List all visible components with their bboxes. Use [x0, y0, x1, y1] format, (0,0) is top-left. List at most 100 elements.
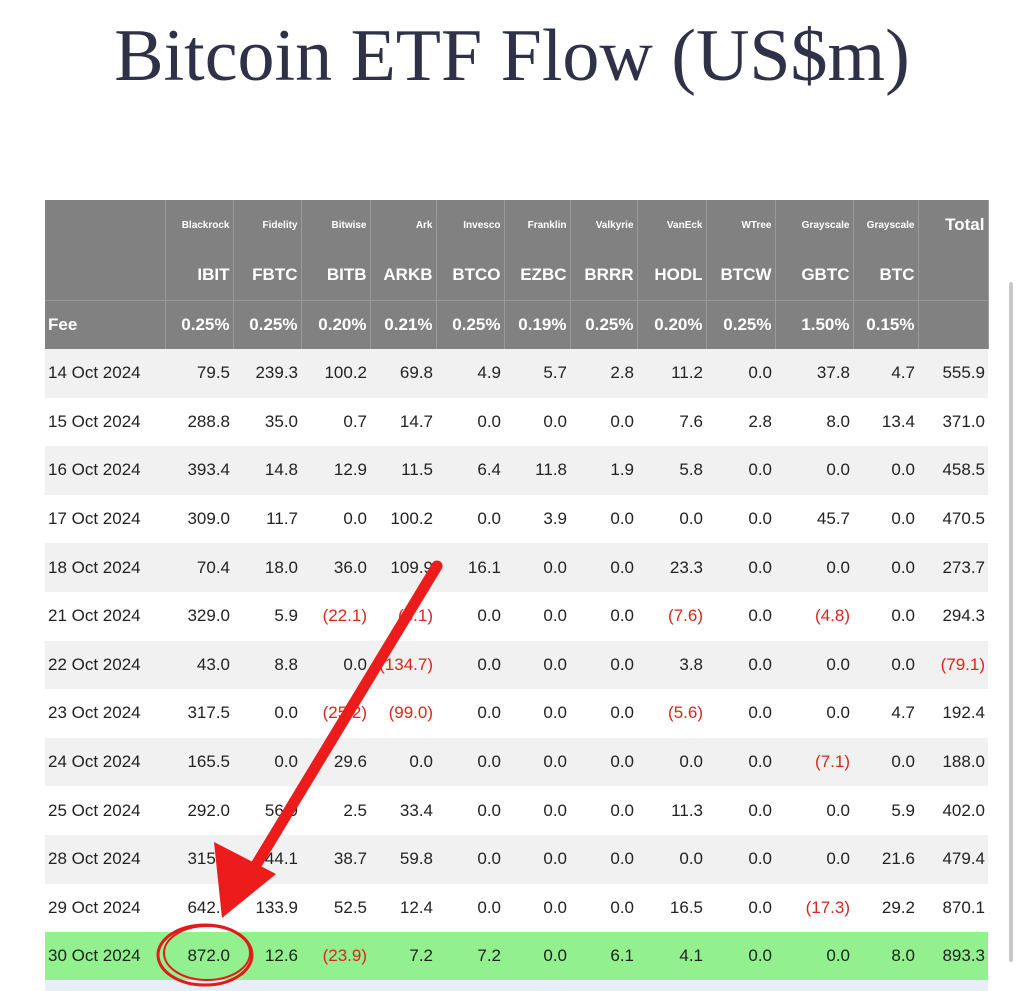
flow-value: 0.0 [477, 703, 501, 723]
flow-value: 0.0 [504, 834, 570, 884]
scrollbar [1009, 282, 1013, 962]
flow-value: (17.3) [805, 897, 850, 917]
flow-value: 18.0 [233, 543, 301, 592]
flow-value: 5.7 [504, 349, 570, 398]
ticker: EZBC [504, 250, 571, 301]
issuer: Invesco [436, 200, 505, 250]
flow-value: 0.0 [706, 737, 775, 787]
flow-value: 0.0 [436, 834, 504, 884]
ticker-row: IBIT FBTC BITB ARKB BTCO EZBC BRRR HODL BTCW GBTC… [45, 250, 989, 301]
fee: 1.50% [775, 300, 854, 349]
flow-value: (134.7) [370, 640, 436, 690]
flow-value: 14.8 [233, 446, 301, 495]
flow-value: 0.0 [543, 411, 567, 431]
flow-value: 0.0 [748, 509, 772, 529]
flow-value: 0.0 [477, 411, 501, 431]
flow-value: 0.0 [706, 349, 775, 398]
flow-value: 8.0 [826, 411, 850, 431]
fee: 0.21% [370, 300, 437, 349]
flow-value: (7.1) [775, 737, 853, 787]
issuer: VanEck [637, 200, 707, 250]
fee: 0.25% [165, 300, 234, 349]
flow-value: 38.7 [301, 834, 370, 884]
flow-value: 7.6 [679, 411, 703, 431]
data-row: 29 Oct 2024 642.9 133.9 52.5 12.4 0.0 0.0 0.0 16… [45, 884, 988, 933]
flow-value: 479.4 [918, 834, 988, 884]
issuer-row: Blackrock Fidelity Bitwise Ark Invesco Frankl… [45, 200, 989, 250]
data-row: 16 Oct 2024 393.4 14.8 12.9 11.5 6.4 11.8 1.9 5.… [45, 446, 988, 495]
flow-value: 69.8 [370, 349, 436, 398]
flow-value: 100.2 [390, 509, 433, 529]
flow-value: 0.0 [706, 446, 775, 495]
flow-value: 0.0 [706, 640, 775, 690]
ticker: GBTC [775, 250, 854, 301]
issuer: Ark [370, 200, 437, 250]
fee: 0.15% [853, 300, 919, 349]
flow-value: 0.0 [504, 543, 570, 592]
issuer: Valkyrie [570, 200, 638, 250]
fee: 0.25% [706, 300, 776, 349]
data-row: 23 Oct 2024 317.5 0.0 (25.2) (99.0) 0.0 0.0 0.0… [45, 689, 988, 738]
flow-value: 371.0 [942, 411, 985, 431]
flow-value: 109.9 [370, 543, 436, 592]
flow-value: 0.0 [543, 606, 567, 626]
data-row: 14 Oct 2024 79.5 239.3 100.2 69.8 4.9 5.7 2.8 11… [45, 349, 988, 398]
fee-row: Fee 0.25% 0.25% 0.20% 0.21% 0.25% 0.19% 0.25% 0.… [45, 300, 989, 349]
flow-value: 0.0 [543, 703, 567, 723]
date: 23 Oct 2024 [48, 703, 141, 723]
data-row: 18 Oct 2024 70.4 18.0 36.0 109.9 16.1 0.0 0.0 23… [45, 543, 988, 592]
flow-value: 11.2 [637, 349, 706, 398]
flow-value: 315.2 [165, 834, 233, 884]
date: 30 Oct 2024 [45, 932, 165, 981]
date: 21 Oct 2024 [48, 606, 141, 626]
flow-value: 59.8 [370, 834, 436, 884]
flow-value: 0.0 [775, 543, 853, 592]
empty-cell [45, 250, 166, 301]
flow-value: 555.9 [918, 349, 988, 398]
flow-value: 2.8 [570, 349, 637, 398]
fee: 0.20% [301, 300, 371, 349]
flow-value: 100.2 [301, 349, 370, 398]
flow-value: 0.0 [853, 640, 918, 690]
issuer: Grayscale [853, 200, 919, 250]
flow-value: 37.8 [775, 349, 853, 398]
page-title: Bitcoin ETF Flow (US$m) [114, 15, 910, 97]
flow-value: 2.5 [343, 800, 367, 820]
data-row: 28 Oct 2024 315.2 44.1 38.7 59.8 0.0 0.0 0.0 0.0… [45, 834, 988, 884]
date: 25 Oct 2024 [48, 800, 141, 820]
flow-value: 43.0 [165, 640, 233, 690]
flow-value: 0.0 [610, 897, 634, 917]
date: 16 Oct 2024 [45, 446, 165, 495]
flow-value: 0.0 [477, 800, 501, 820]
fee: 0.25% [436, 300, 505, 349]
flow-value: 0.0 [637, 737, 706, 787]
flow-value: 0.0 [436, 640, 504, 690]
flow-value: 21.6 [853, 834, 918, 884]
flow-value: 0.0 [543, 800, 567, 820]
empty-cell [45, 200, 166, 250]
flow-value: 12.9 [301, 446, 370, 495]
flow-value: 0.0 [570, 737, 637, 787]
flow-value: 16.1 [436, 543, 504, 592]
date: 24 Oct 2024 [45, 737, 165, 787]
flow-value: 70.4 [165, 543, 233, 592]
date: 17 Oct 2024 [48, 509, 141, 529]
ticker: BTCO [436, 250, 505, 301]
flow-value: (4.8) [815, 606, 850, 626]
flow-value: 0.0 [610, 703, 634, 723]
flow-value: 6.4 [436, 446, 504, 495]
fee: 0.25% [233, 300, 302, 349]
flow-value: 133.9 [255, 897, 298, 917]
flow-value: 3.9 [543, 509, 567, 529]
ticker: BITB [301, 250, 371, 301]
flow-value: 79.5 [165, 349, 233, 398]
flow-table: Blackrock Fidelity Bitwise Ark Invesco Frankl… [45, 200, 989, 981]
flow-value: 0.0 [826, 703, 850, 723]
flow-value: 0.0 [610, 509, 634, 529]
flow-value: 2.8 [748, 411, 772, 431]
flow-value: 402.0 [942, 800, 985, 820]
flow-value: 0.0 [610, 800, 634, 820]
flow-value: 0.0 [477, 509, 501, 529]
flow-value: 0.0 [610, 606, 634, 626]
flow-value: (23.9) [301, 932, 370, 981]
